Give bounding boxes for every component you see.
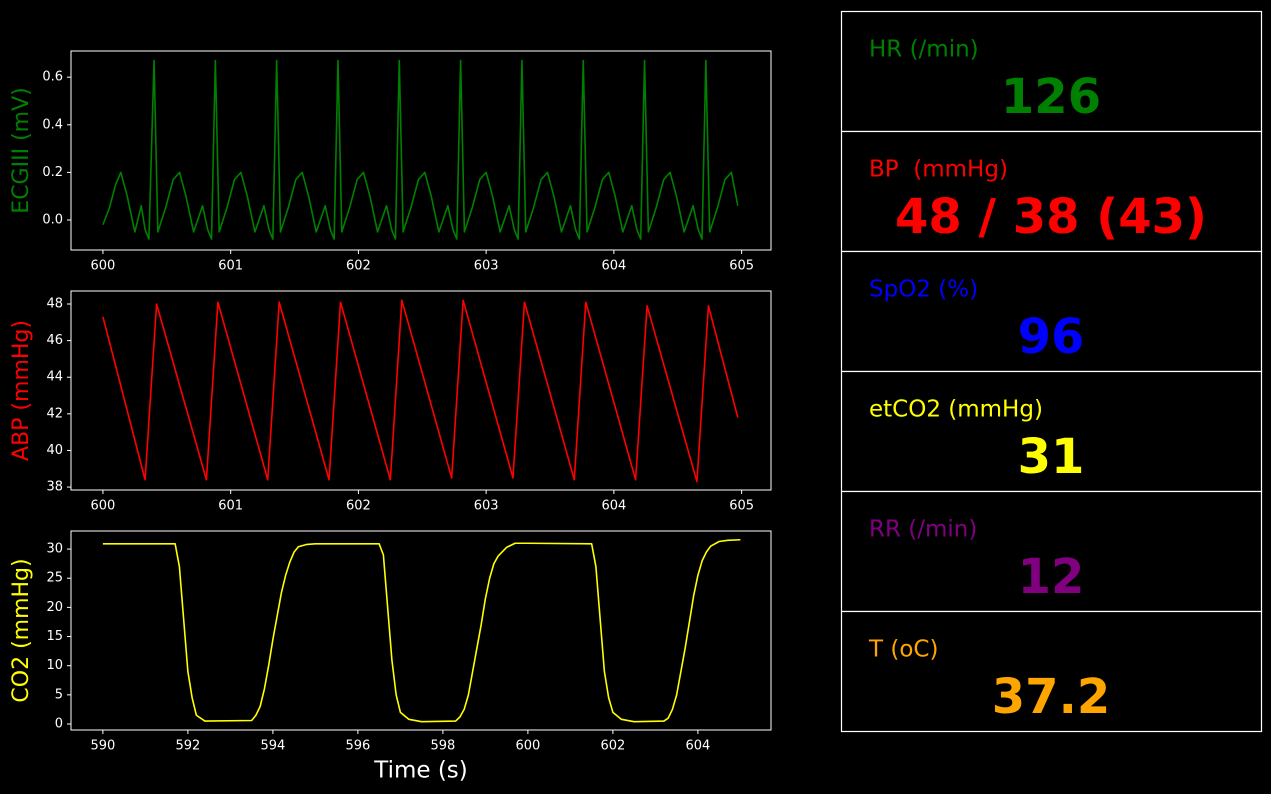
x-tick-label: 590 [90, 739, 115, 754]
x-tick-label: 602 [346, 259, 371, 274]
x-tick-label: 596 [345, 739, 370, 754]
x-tick-label: 604 [685, 739, 710, 754]
x-tick-label: 600 [91, 499, 116, 514]
y-tick-label: 20 [46, 600, 63, 615]
y-tick-label: 44 [46, 370, 63, 385]
vital-label: SpO2 (%) [869, 277, 978, 303]
y-tick-label: 0.0 [42, 213, 63, 228]
vital-label: HR (/min) [869, 37, 979, 63]
vital-label: RR (/min) [869, 517, 977, 543]
x-tick-label: 603 [474, 259, 499, 274]
vital-box [840, 610, 1263, 733]
x-tick-label: 601 [218, 499, 243, 514]
vital-box [840, 370, 1263, 493]
y-tick-label: 46 [46, 333, 63, 348]
vital-value: 126 [1001, 69, 1101, 125]
x-tick-label: 605 [729, 259, 754, 274]
y-axis-label: ABP (mmHg) [9, 320, 34, 461]
y-tick-label: 30 [46, 542, 63, 557]
y-tick-label: 5 [55, 687, 63, 702]
vital-box [840, 130, 1263, 253]
x-tick-label: 598 [430, 739, 455, 754]
vital-value: 37.2 [992, 669, 1110, 725]
plot-frame [70, 290, 772, 491]
x-tick-label: 594 [260, 739, 285, 754]
y-tick-label: 10 [46, 658, 63, 673]
y-tick-label: 0.2 [42, 165, 63, 180]
signal-line [102, 59, 739, 240]
y-tick-label: 42 [46, 406, 63, 421]
vital-value: 48 / 38 (43) [895, 189, 1207, 245]
x-tick-label: 602 [346, 499, 371, 514]
vital-value: 31 [1018, 429, 1085, 485]
x-tick-label: 600 [91, 259, 116, 274]
x-axis-label: Time (s) [373, 758, 468, 784]
plot-frame [70, 50, 772, 251]
y-tick-label: 0.4 [42, 117, 63, 132]
y-axis-label: ECGIII (mV) [9, 87, 34, 213]
y-axis-label: CO2 (mmHg) [9, 558, 34, 702]
vital-label: etCO2 (mmHg) [869, 397, 1043, 423]
y-tick-label: 15 [46, 629, 63, 644]
vital-box [840, 10, 1263, 133]
signal-line [102, 299, 739, 483]
vital-label: BP (mmHg) [869, 157, 1008, 183]
x-tick-label: 601 [218, 259, 243, 274]
x-tick-label: 592 [175, 739, 200, 754]
signal-line [102, 538, 741, 723]
y-tick-label: 0 [55, 716, 63, 731]
y-tick-label: 48 [46, 296, 63, 311]
vital-box [840, 250, 1263, 373]
plot-frame [70, 530, 772, 731]
y-tick-label: 40 [46, 443, 63, 458]
vital-value: 12 [1018, 549, 1085, 605]
x-tick-label: 604 [601, 499, 626, 514]
vital-value: 96 [1018, 309, 1085, 365]
y-tick-label: 0.6 [42, 70, 63, 85]
x-tick-label: 604 [601, 259, 626, 274]
x-tick-label: 603 [474, 499, 499, 514]
x-tick-label: 605 [729, 499, 754, 514]
vital-label: T (oC) [868, 637, 938, 663]
y-tick-label: 38 [46, 480, 63, 495]
x-tick-label: 602 [600, 739, 625, 754]
y-tick-label: 25 [46, 571, 63, 586]
vital-box [840, 490, 1263, 613]
x-tick-label: 600 [515, 739, 540, 754]
